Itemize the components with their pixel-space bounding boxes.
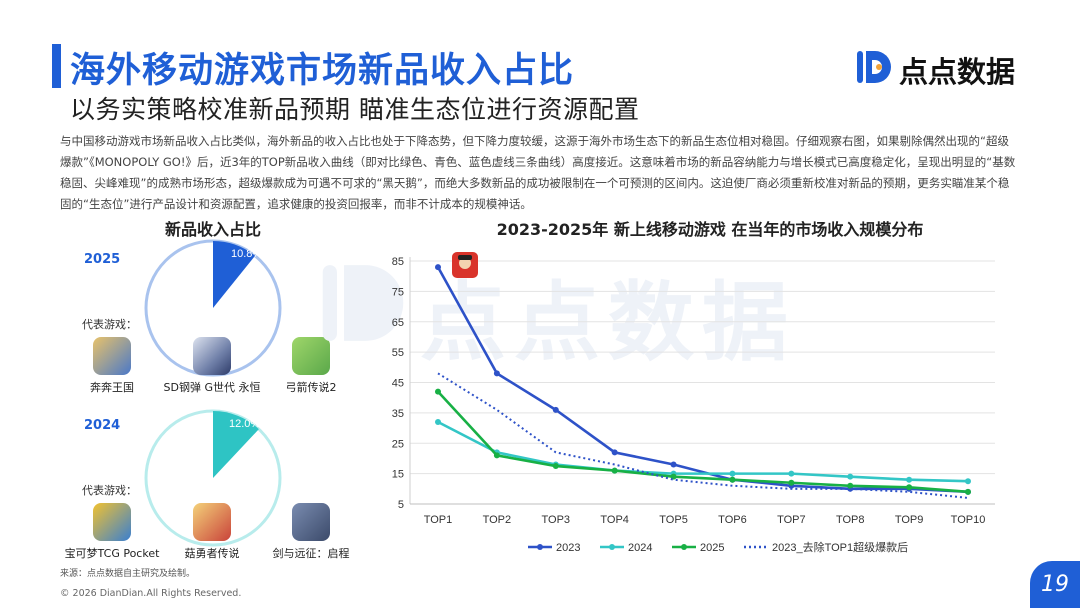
- y-tick-label: 65: [392, 317, 404, 329]
- pie-slice-2025: [213, 241, 256, 308]
- x-tick-label: TOP1: [424, 514, 453, 526]
- legend-label: 2025: [700, 542, 724, 554]
- data-point-2024-TOP9: [906, 476, 913, 483]
- x-tick-label: TOP6: [718, 514, 747, 526]
- data-point-2025-TOP7: [788, 479, 795, 486]
- data-point-2025-TOP9: [906, 484, 913, 491]
- y-tick-label: 75: [392, 286, 404, 298]
- pokemon-card-icon: [93, 503, 131, 541]
- x-tick-label: TOP4: [600, 514, 629, 526]
- data-point-2024-TOP10: [965, 478, 971, 485]
- series-line-2025: [437, 390, 969, 494]
- x-tick-label: TOP9: [895, 514, 924, 526]
- series-line-2023_去除TOP1超级爆款后: [437, 372, 969, 499]
- data-point-2024-TOP6: [729, 470, 736, 477]
- pie-chart-2024: 12.0%: [144, 409, 282, 547]
- page-subtitle: 以务实策略校准新品预期 瞄准生态位进行资源配置: [70, 95, 640, 124]
- data-point-2024-TOP7: [788, 470, 795, 477]
- chart-title: 2023-2025年 新上线移动游戏 在当年的市场收入规模分布: [496, 220, 924, 239]
- legend-label: 2023: [556, 542, 580, 554]
- source-note: 来源：点点数据自主研究及绘制。: [60, 569, 196, 579]
- game-2024-2: 菇勇者传说: [152, 503, 272, 561]
- representative-label-2024: 代表游戏：: [82, 484, 137, 497]
- y-tick-label: 45: [392, 378, 404, 390]
- mushroom-hero-icon: [193, 503, 231, 541]
- afk-journey-icon: [292, 503, 330, 541]
- game-name: SD钢弹 G世代 永恒: [163, 381, 261, 394]
- x-tick-label: TOP3: [542, 514, 571, 526]
- game-2025-2: SD钢弹 G世代 永恒: [152, 337, 272, 395]
- data-point-2025-TOP5: [670, 473, 677, 480]
- x-tick-label: TOP5: [659, 514, 688, 526]
- pie-slice-2024: [213, 411, 259, 478]
- data-point-2024-TOP1: [435, 418, 441, 425]
- watermark-text: 点点数据: [420, 273, 796, 373]
- pie-section-title: 新品收入占比: [164, 220, 261, 239]
- data-point-2023-TOP5: [670, 461, 677, 468]
- x-tick-label: TOP8: [836, 514, 865, 526]
- legend-marker-2025: [681, 544, 687, 550]
- gundam-icon: [193, 337, 231, 375]
- y-tick-label: 25: [392, 438, 404, 450]
- y-tick-label: 35: [392, 408, 404, 420]
- year-label-2025: 2025: [84, 252, 121, 267]
- x-tick-label: TOP7: [777, 514, 806, 526]
- x-tick-label: TOP2: [483, 514, 512, 526]
- game-name: 菇勇者传说: [184, 547, 240, 560]
- y-tick-label: 55: [392, 347, 404, 359]
- legend-marker-2023: [537, 544, 543, 550]
- legend-label: 2023_去除TOP1超级爆款后: [772, 540, 908, 554]
- page-title: 海外移动游戏市场新品收入占比: [70, 51, 575, 91]
- data-point-2025-TOP1: [435, 388, 441, 395]
- data-point-2025-TOP3: [552, 463, 559, 470]
- representative-label-2025: 代表游戏：: [82, 318, 137, 331]
- y-tick-label: 15: [392, 469, 404, 481]
- game-2025-3: 弓箭传说2: [251, 337, 371, 395]
- data-point-2025-TOP2: [493, 452, 500, 459]
- data-point-2025-TOP6: [729, 476, 736, 483]
- game-name: 弓箭传说2: [285, 381, 337, 394]
- game-name: 剑与远征：启程: [272, 547, 350, 560]
- series-line-2024: [437, 420, 969, 483]
- legend-marker-2024: [609, 544, 615, 550]
- data-point-2024-TOP8: [847, 473, 854, 480]
- king-warrior-icon: [93, 337, 131, 375]
- logo-text: 点点数据: [899, 55, 1016, 89]
- data-point-2025-TOP4: [611, 467, 618, 474]
- game-name: 宝可梦TCG Pocket: [64, 547, 160, 560]
- data-point-2023-TOP1: [435, 264, 441, 271]
- watermark-logo-icon: [322, 265, 404, 341]
- data-point-2023-TOP3: [552, 406, 559, 413]
- pie-label-2025: 10.8%: [231, 248, 262, 260]
- diandian-logo-icon: [857, 51, 891, 83]
- year-label-2024: 2024: [84, 418, 121, 433]
- pie-label-2024: 12.0%: [229, 418, 260, 430]
- page-number: 19: [1030, 561, 1080, 608]
- game-2025-1: 奔奔王国: [52, 337, 172, 395]
- pie-chart-2025: 10.8%: [144, 239, 282, 377]
- game-2024-1: 宝可梦TCG Pocket: [52, 503, 172, 561]
- title-accent-bar: [52, 44, 61, 88]
- archer-icon: [292, 337, 330, 375]
- legend-label: 2024: [628, 542, 652, 554]
- y-tick-label: 85: [392, 256, 404, 268]
- game-name: 奔奔王国: [90, 381, 134, 394]
- intro-paragraph: 与中国移动游戏市场新品收入占比类似，海外新品的收入占比也处于下降态势，但下降力度…: [60, 134, 1016, 211]
- data-point-2025-TOP8: [847, 482, 854, 489]
- game-2024-3: 剑与远征：启程: [251, 503, 371, 561]
- copyright: © 2026 DianDian.All Rights Reserved.: [60, 588, 242, 599]
- y-tick-label: 5: [398, 499, 404, 511]
- x-tick-label: TOP10: [951, 514, 986, 526]
- monopoly-go-icon-hat: [458, 255, 472, 260]
- data-point-2025-TOP10: [965, 488, 971, 495]
- data-point-2023-TOP4: [611, 449, 618, 456]
- series-line-2023: [436, 266, 969, 494]
- data-point-2023-TOP2: [493, 370, 500, 377]
